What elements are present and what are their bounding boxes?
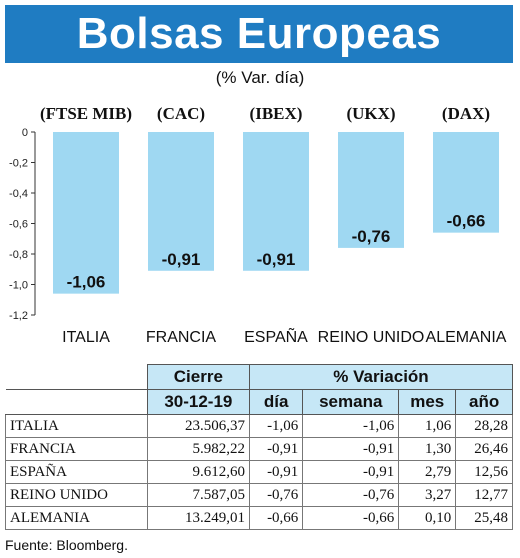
y-tick-label: -0,6: [9, 219, 28, 231]
header-blank: [5, 364, 148, 390]
row-cierre: 13.249,01: [146, 506, 250, 530]
category-label: ITALIA: [62, 329, 110, 346]
row-dia: -1,06: [248, 414, 304, 438]
table-row: REINO UNIDO 7.587,05 -0,76 -0,76 3,27 12…: [5, 483, 513, 507]
y-tick-label: 0: [22, 127, 28, 139]
row-dia: -0,91: [248, 437, 304, 461]
row-semana: -0,66: [302, 506, 400, 530]
row-mes: 1,06: [398, 414, 457, 438]
header-blank-2: [5, 389, 148, 415]
row-name: ESPAÑA: [5, 460, 148, 484]
row-mes: 1,30: [398, 437, 457, 461]
row-semana: -0,91: [302, 437, 400, 461]
source-note: Fuente: Bloomberg.: [5, 537, 128, 553]
table-row: FRANCIA 5.982,22 -0,91 -0,91 1,30 26,46: [5, 437, 513, 461]
stock-table: Cierre % Variación 30-12-19 día semana m…: [5, 364, 514, 530]
table-row: ALEMANIA 13.249,01 -0,66 -0,66 0,10 25,4…: [5, 506, 513, 530]
index-label: (UKX): [346, 104, 395, 123]
category-label: ESPAÑA: [244, 326, 308, 346]
index-label: (FTSE MIB): [40, 104, 132, 123]
header-cierre: Cierre: [146, 364, 250, 390]
index-label: (IBEX): [250, 104, 303, 123]
header-dia: día: [248, 389, 304, 415]
y-tick-label: -0,8: [9, 249, 28, 261]
row-mes: 0,10: [398, 506, 457, 530]
row-dia: -0,66: [248, 506, 304, 530]
category-label: REINO UNIDO: [318, 329, 425, 346]
row-name: ALEMANIA: [5, 506, 148, 530]
index-label: (DAX): [442, 104, 490, 123]
row-ano: 12,77: [455, 483, 513, 507]
index-label: (CAC): [157, 104, 205, 123]
bar: [433, 132, 499, 233]
data-label: -0,76: [352, 227, 391, 246]
bar: [243, 132, 309, 271]
row-ano: 25,48: [455, 506, 513, 530]
bar-chart: 0 -0,2 -0,4 -0,6 -0,8 -1,0 -1,2 (FTSE MIB) -1,06…: [9, 104, 507, 346]
table-row: ITALIA 23.506,37 -1,06 -1,06 1,06 28,28: [5, 414, 513, 438]
header-mes: mes: [398, 389, 457, 415]
bar: [53, 132, 119, 294]
y-tick-label: -0,4: [9, 188, 28, 200]
category-label: ALEMANIA: [426, 329, 507, 346]
header-date: 30-12-19: [146, 389, 250, 415]
row-cierre: 7.587,05: [146, 483, 250, 507]
row-ano: 12,56: [455, 460, 513, 484]
category-label: FRANCIA: [146, 329, 217, 346]
row-dia: -0,76: [248, 483, 304, 507]
y-tick-label: -0,2: [9, 158, 28, 170]
row-name: ITALIA: [5, 414, 148, 438]
chart-title: Bolsas Europeas: [5, 5, 513, 63]
row-mes: 3,27: [398, 483, 457, 507]
row-semana: -0,91: [302, 460, 400, 484]
header-variacion: % Variación: [248, 364, 514, 390]
row-ano: 28,28: [455, 414, 513, 438]
row-name: FRANCIA: [5, 437, 148, 461]
chart-subtitle: (% Var. día): [215, 68, 305, 87]
bar: [148, 132, 214, 271]
y-tick-label: -1,2: [9, 310, 28, 322]
header-semana: semana: [302, 389, 400, 415]
row-ano: 26,46: [455, 437, 513, 461]
header-ano: año: [455, 389, 513, 415]
data-label: -0,91: [257, 250, 296, 269]
row-cierre: 23.506,37: [146, 414, 250, 438]
y-tick-label: -1,0: [9, 280, 28, 292]
row-dia: -0,91: [248, 460, 304, 484]
data-label: -1,06: [67, 273, 106, 292]
data-label: -0,91: [162, 250, 201, 269]
row-cierre: 9.612,60: [146, 460, 250, 484]
data-label: -0,66: [447, 212, 486, 231]
row-mes: 2,79: [398, 460, 457, 484]
row-semana: -0,76: [302, 483, 400, 507]
bar: [338, 132, 404, 248]
row-cierre: 5.982,22: [146, 437, 250, 461]
row-semana: -1,06: [302, 414, 400, 438]
row-name: REINO UNIDO: [5, 483, 148, 507]
table-row: ESPAÑA 9.612,60 -0,91 -0,91 2,79 12,56: [5, 460, 513, 484]
